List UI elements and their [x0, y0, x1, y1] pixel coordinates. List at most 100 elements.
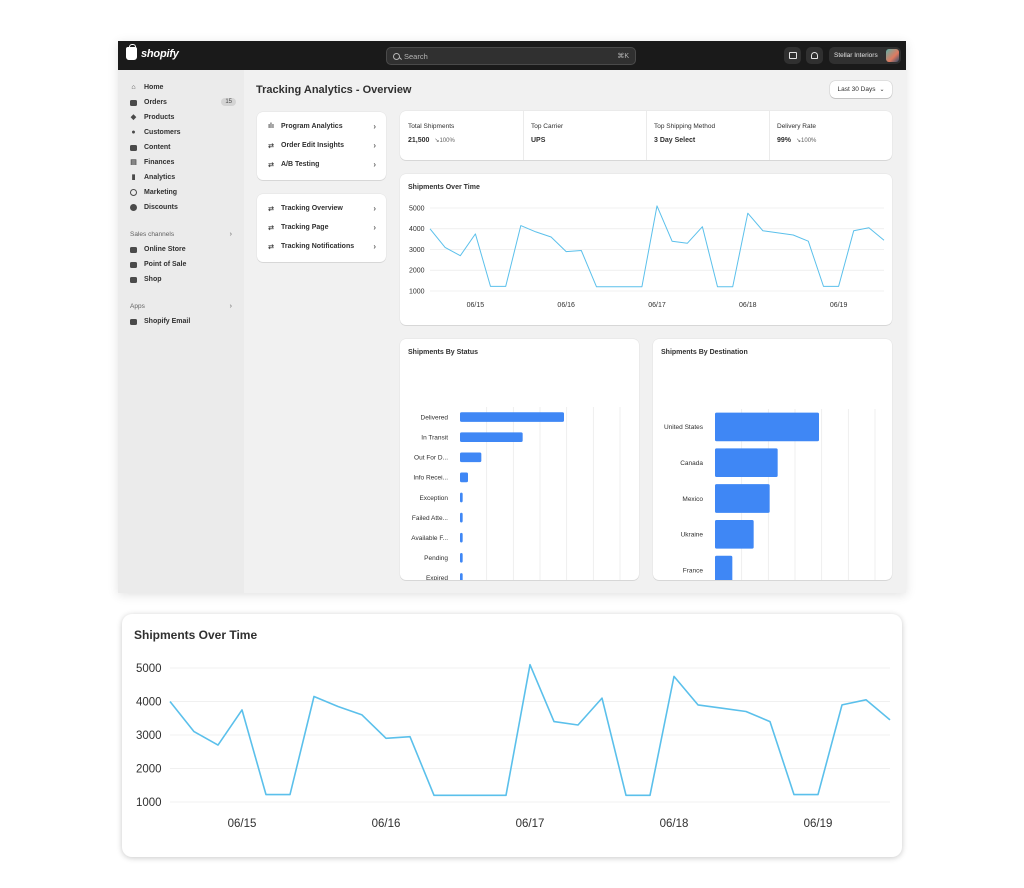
discounts-icon: [130, 204, 137, 211]
sidebar: ⌂ Home Orders 15 ◆ Products ● Customers …: [118, 70, 244, 593]
stat-value: UPS: [531, 137, 638, 144]
stat-label: Top Carrier: [531, 123, 564, 130]
apps-header[interactable]: Apps ›: [118, 299, 244, 313]
sidebar-item-content[interactable]: Content: [118, 140, 244, 155]
point-of-sale-icon: [130, 261, 137, 268]
menu-item-tracking-page[interactable]: ⇄ Tracking Page ›: [257, 218, 386, 237]
sidebar-item-analytics[interactable]: ▮ Analytics: [118, 170, 244, 185]
menu-item-program-analytics[interactable]: ılı Program Analytics ›: [257, 117, 386, 136]
sidebar-item-label: Home: [144, 84, 164, 91]
bar: [460, 492, 463, 503]
chevron-right-icon: ›: [373, 160, 376, 169]
y-tick-label: 1000: [136, 797, 162, 809]
bar: [460, 432, 523, 442]
customers-icon: ●: [131, 129, 136, 136]
analytics-icon: ▮: [131, 174, 136, 181]
stat-value-text: 99%: [777, 137, 792, 144]
orders-icon: [130, 99, 137, 106]
chart-title: Shipments Over Time: [408, 184, 480, 191]
menu-item-label: Order Edit Insights: [281, 142, 345, 149]
menu-item-tracking-notifications[interactable]: ⇄ Tracking Notifications ›: [257, 237, 386, 256]
sliders-icon: ⇄: [268, 224, 274, 232]
sliders-icon: ⇄: [268, 205, 274, 213]
shopify-logo[interactable]: shopify: [126, 44, 179, 60]
sidebar-item-point-of-sale[interactable]: Point of Sale: [118, 257, 244, 272]
sidebar-item-products[interactable]: ◆ Products: [118, 110, 244, 125]
stat-delivery-rate: Delivery Rate 99% ↘100%: [769, 111, 892, 160]
x-tick-label: 06/19: [804, 818, 833, 830]
shopify-bag-icon: [126, 44, 137, 60]
sidebar-item-online-store[interactable]: Online Store: [118, 242, 244, 257]
bell-icon: [811, 52, 818, 59]
notifications-button[interactable]: [806, 47, 823, 64]
sidebar-item-label: Content: [144, 144, 171, 151]
menu-item-ab-testing[interactable]: ⇄ A/B Testing ›: [257, 155, 386, 174]
menu-item-label: Tracking Overview: [281, 205, 343, 212]
bar: [460, 532, 463, 543]
chevron-right-icon: ›: [229, 302, 232, 310]
series-line: [169, 663, 891, 797]
category-label: Mexico: [682, 496, 703, 503]
sliders-icon: ⇄: [268, 142, 274, 150]
category-label: In Transit: [421, 434, 448, 441]
chevron-right-icon: ›: [373, 122, 376, 131]
menu-item-label: A/B Testing: [281, 161, 320, 168]
bar: [460, 472, 468, 483]
x-tick-label: 06/16: [557, 302, 575, 309]
stat-value-text: UPS: [531, 137, 546, 144]
chevron-right-icon: ›: [229, 230, 232, 238]
menu-item-label: Tracking Notifications: [281, 243, 355, 250]
bar: [460, 553, 463, 563]
sales-channels-header[interactable]: Sales channels ›: [118, 227, 244, 241]
page-title: Tracking Analytics - Overview: [256, 84, 412, 96]
shipments-over-time-card: Shipments Over Time 1000 2000 3000 4000 5000…: [400, 174, 892, 325]
category-label: Ukraine: [681, 532, 704, 539]
sidebar-item-marketing[interactable]: Marketing: [118, 185, 244, 200]
store-icon: [788, 52, 797, 59]
section-title: Apps: [130, 302, 145, 310]
category-label: Canada: [680, 460, 703, 467]
x-tick-label: 06/15: [467, 302, 485, 309]
sidebar-item-label: Analytics: [144, 174, 176, 181]
products-icon: ◆: [130, 114, 137, 121]
stats-card: Total Shipments 21,500 ↘100% Top Carrier…: [400, 111, 892, 160]
sidebar-item-home[interactable]: ⌂ Home: [118, 80, 244, 95]
online-store-icon: [130, 246, 137, 253]
search-bar[interactable]: Search ⌘K: [386, 47, 636, 65]
sidebar-item-shop[interactable]: Shop: [118, 272, 244, 287]
chevron-right-icon: ›: [373, 223, 376, 232]
sidebar-item-label: Online Store: [144, 246, 186, 253]
sidebar-item-finances[interactable]: ▤ Finances: [118, 155, 244, 170]
sidebar-item-orders[interactable]: Orders 15: [118, 95, 244, 110]
sidebar-item-discounts[interactable]: Discounts: [118, 200, 244, 215]
sidebar-item-label: Finances: [144, 159, 175, 166]
y-tick-label: 3000: [409, 247, 425, 254]
y-tick-label: 2000: [409, 268, 425, 275]
y-tick-label: 5000: [136, 663, 162, 675]
store-button[interactable]: [784, 47, 801, 64]
stat-label: Top Shipping Method: [654, 123, 716, 130]
shipments-over-time-zoom-card: Shipments Over Time 1000 2000 3000 4000 5000…: [122, 614, 902, 857]
tracking-menu-card: ⇄ Tracking Overview › ⇄ Tracking Page › …: [257, 194, 386, 262]
x-tick-label: 06/18: [660, 818, 689, 830]
menu-item-label: Program Analytics: [281, 123, 343, 130]
shipments-by-status-card: Shipments By Status 010,00020,00030,0004…: [400, 339, 639, 580]
date-range-selector[interactable]: Last 30 Days ⌄: [830, 81, 892, 98]
x-tick-label: 06/18: [739, 302, 757, 309]
stat-value: 21,500 ↘100%: [408, 137, 515, 144]
bar: [715, 484, 770, 513]
sidebar-item-shopify-email[interactable]: Shopify Email: [118, 314, 244, 329]
store-switcher[interactable]: Stellar Interiors: [829, 47, 901, 64]
menu-item-order-edit-insights[interactable]: ⇄ Order Edit Insights ›: [257, 136, 386, 155]
sidebar-item-label: Shop: [144, 276, 162, 283]
chart-title: Shipments By Status: [408, 349, 479, 356]
y-tick-label: 4000: [136, 697, 162, 709]
chevron-right-icon: ›: [373, 141, 376, 150]
shopify-admin-window: shopify Search ⌘K Stellar Interiors ⌂ Ho…: [118, 41, 906, 593]
x-tick-label: 06/17: [648, 302, 666, 309]
search-input[interactable]: Search: [404, 51, 428, 61]
search-icon: [393, 52, 400, 60]
menu-item-tracking-overview[interactable]: ⇄ Tracking Overview ›: [257, 199, 386, 218]
chart-title: Shipments Over Time: [134, 628, 258, 642]
sidebar-item-customers[interactable]: ● Customers: [118, 125, 244, 140]
